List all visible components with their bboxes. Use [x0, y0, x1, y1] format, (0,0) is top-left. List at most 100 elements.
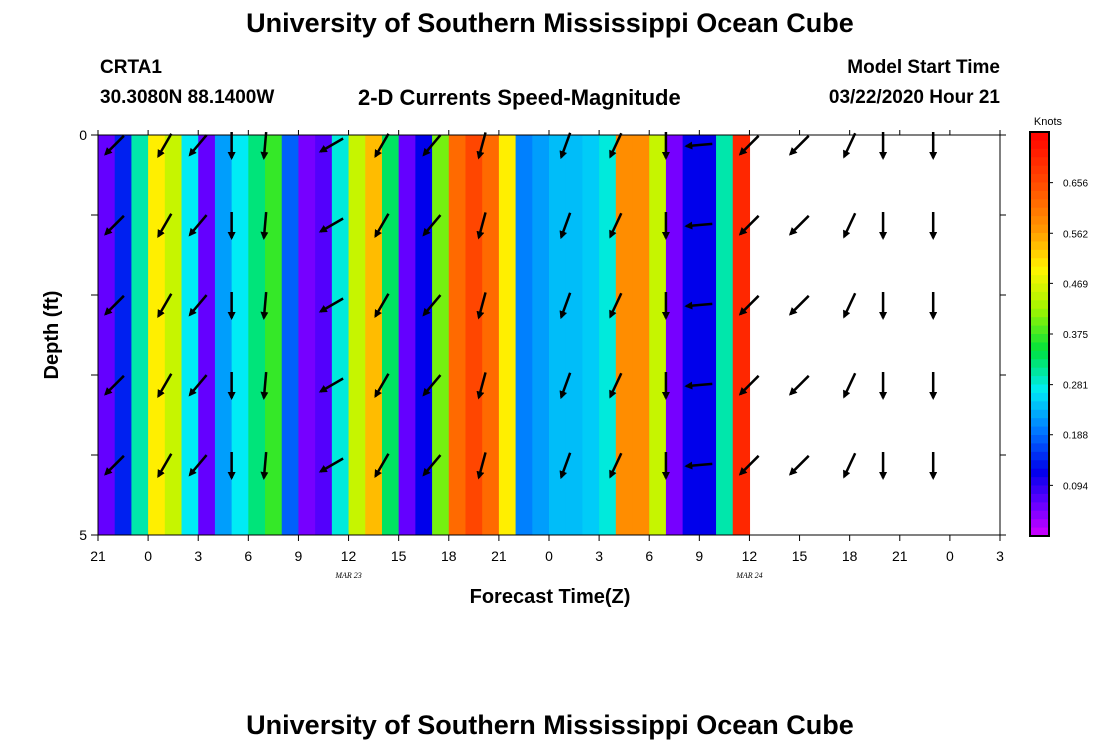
current-vector-arrow — [788, 134, 810, 156]
heatmap-cell — [665, 135, 684, 535]
current-vector-arrow — [476, 212, 487, 240]
x-tick-label: 9 — [295, 548, 303, 564]
current-vector-arrow — [609, 292, 623, 319]
current-vector-arrow — [476, 452, 487, 480]
colorbar-segment — [1030, 376, 1049, 386]
x-tick-label: 21 — [491, 548, 507, 564]
current-vector-arrow — [684, 461, 713, 470]
current-vector-arrow — [422, 374, 442, 397]
heatmap-cell — [164, 135, 183, 535]
model-start-time: 03/22/2020 Hour 21 — [828, 87, 1000, 108]
current-vector-arrow — [157, 293, 173, 318]
current-vector-arrow — [260, 291, 269, 320]
x-date-label: MAR 23 — [334, 571, 361, 580]
colorbar-segment — [1030, 519, 1049, 529]
current-vector-arrow — [422, 294, 442, 317]
current-vector-arrow — [104, 294, 125, 316]
colorbar-segment — [1030, 325, 1049, 335]
current-vector-arrow — [318, 377, 344, 393]
heatmap-cell — [198, 135, 216, 535]
colorbar-segment — [1030, 350, 1049, 360]
current-vector-arrow — [374, 373, 390, 398]
x-tick-label: 12 — [341, 548, 357, 564]
chart-subtitle: 2-D Currents Speed-Magnitude — [358, 85, 681, 110]
heatmap-cell — [131, 135, 149, 535]
colorbar-segment — [1030, 275, 1049, 285]
heatmap-cell — [265, 135, 283, 535]
x-tick-label: 3 — [194, 548, 202, 564]
current-vector-arrow — [104, 454, 125, 476]
colorbar-segment — [1030, 451, 1049, 461]
current-vector-arrow — [609, 372, 623, 399]
current-vector-arrow — [559, 292, 572, 320]
current-vector-arrow — [374, 453, 390, 478]
colorbar-segment — [1030, 148, 1049, 158]
current-vector-arrow — [374, 293, 390, 318]
current-vector-arrow — [609, 132, 623, 159]
colorbar-segment — [1030, 317, 1049, 327]
x-tick-label: 21 — [90, 548, 106, 564]
current-vector-arrow — [843, 132, 857, 159]
x-tick-label: 21 — [892, 548, 908, 564]
heatmap-cell — [582, 135, 600, 535]
heatmap-cell — [699, 135, 717, 535]
colorbar-segment — [1030, 527, 1049, 537]
model-start-label: Model Start Time — [847, 57, 1000, 78]
current-vector-arrow — [559, 372, 572, 400]
colorbar-segment — [1030, 426, 1049, 436]
current-vector-arrow — [788, 294, 810, 316]
current-vector-arrow — [684, 221, 713, 230]
current-vector-arrow — [738, 454, 760, 476]
current-vector-arrow — [788, 454, 810, 476]
colorbar-segment — [1030, 182, 1049, 192]
colorbar-segment — [1030, 233, 1049, 243]
current-vector-arrow — [422, 214, 442, 237]
station-coords: 30.3080N 88.1400W — [100, 87, 275, 108]
heatmap-cell — [632, 135, 650, 535]
current-vector-arrow — [738, 374, 760, 396]
colorbar-segment — [1030, 199, 1049, 209]
heatmap-cell — [214, 135, 233, 535]
heatmap-cell — [448, 135, 467, 535]
colorbar-segment — [1030, 207, 1049, 217]
colorbar-segment — [1030, 477, 1049, 487]
current-vector-arrow — [738, 294, 760, 316]
current-vector-arrow — [476, 132, 487, 160]
colorbar-segment — [1030, 249, 1049, 259]
colorbar-segment — [1030, 443, 1049, 453]
current-vector-arrow — [609, 212, 623, 239]
current-vector-arrow — [260, 211, 269, 240]
current-vector-arrow — [843, 292, 857, 319]
heatmap-cell — [549, 135, 567, 535]
current-vector-arrow — [843, 452, 857, 479]
colorbar-segment — [1030, 190, 1049, 200]
page-title-bottom: University of Southern Mississippi Ocean… — [246, 710, 854, 740]
colorbar-segment — [1030, 132, 1049, 142]
x-date-label: MAR 24 — [735, 571, 762, 580]
current-vector-arrow — [788, 374, 810, 396]
colorbar-tick-label: 0.562 — [1063, 229, 1088, 240]
current-vector-arrow — [318, 217, 344, 233]
current-vector-arrow — [260, 371, 269, 400]
colorbar-segment — [1030, 300, 1049, 310]
colorbar-segment — [1030, 384, 1049, 394]
current-vector-arrow — [104, 134, 125, 156]
y-tick-label: 0 — [79, 127, 87, 143]
colorbar-segment — [1030, 174, 1049, 184]
colorbar-segment — [1030, 308, 1049, 318]
colorbar-segment — [1030, 418, 1049, 428]
current-vector-arrow — [374, 133, 390, 158]
colorbar-segment — [1030, 266, 1049, 276]
x-tick-label: 0 — [144, 548, 152, 564]
heatmap-cell — [381, 135, 400, 535]
heatmap-cell — [599, 135, 617, 535]
colorbar-segment — [1030, 283, 1049, 293]
colorbar-segment — [1030, 502, 1049, 512]
current-vector-arrow — [559, 452, 572, 480]
colorbar-segment — [1030, 392, 1049, 402]
colorbar-segment — [1030, 258, 1049, 268]
colorbar-segment — [1030, 224, 1049, 234]
current-vector-arrow — [157, 213, 173, 238]
x-tick-label: 12 — [742, 548, 758, 564]
